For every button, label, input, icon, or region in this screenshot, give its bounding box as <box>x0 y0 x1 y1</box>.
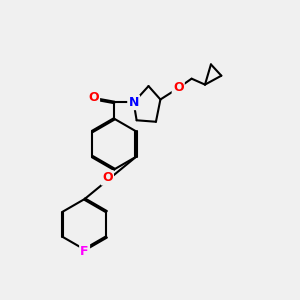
Text: F: F <box>80 244 89 258</box>
Text: O: O <box>88 92 99 104</box>
Text: N: N <box>128 96 139 109</box>
Text: O: O <box>102 171 113 184</box>
Text: O: O <box>173 81 184 94</box>
